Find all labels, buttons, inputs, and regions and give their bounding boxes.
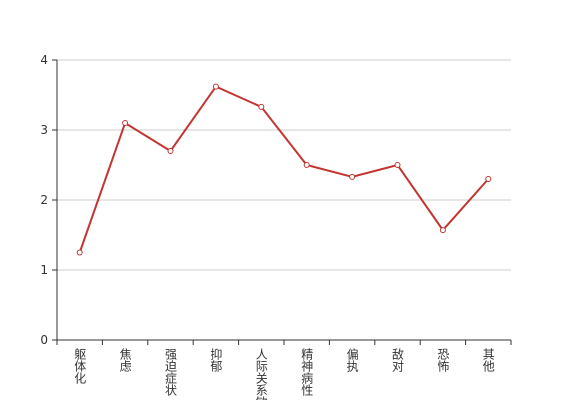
point [485, 176, 492, 182]
point [303, 162, 310, 168]
line [78, 85, 490, 253]
x-tick-label: 恐怖 [436, 348, 450, 372]
y-tick-label: 1 [40, 263, 48, 277]
point [76, 249, 83, 256]
x-tick-label: 敌对 [391, 347, 405, 372]
point [212, 83, 219, 90]
y-tick-label: 4 [40, 53, 48, 67]
x-tick-label: 其他 [481, 348, 495, 372]
x-tick-label: 精神病性 [300, 348, 314, 397]
x-tick-label: 躯体化 [73, 347, 87, 385]
x-tick-label: 偏执 [345, 347, 359, 373]
point [258, 103, 265, 110]
y-tick-label: 0 [40, 333, 48, 347]
point [122, 120, 129, 126]
point [439, 227, 446, 234]
y-tick-label: 2 [40, 193, 48, 207]
x-tick-label: 抑郁 [209, 347, 223, 373]
point [167, 148, 174, 154]
x-tick-label: 强迫症状 [164, 348, 178, 396]
x-tick-label: 人际关系敏感 [254, 348, 268, 400]
point [349, 173, 356, 180]
point [394, 162, 401, 168]
x-tick-label: 焦虑 [118, 348, 132, 372]
y-tick-label: 3 [40, 123, 48, 137]
